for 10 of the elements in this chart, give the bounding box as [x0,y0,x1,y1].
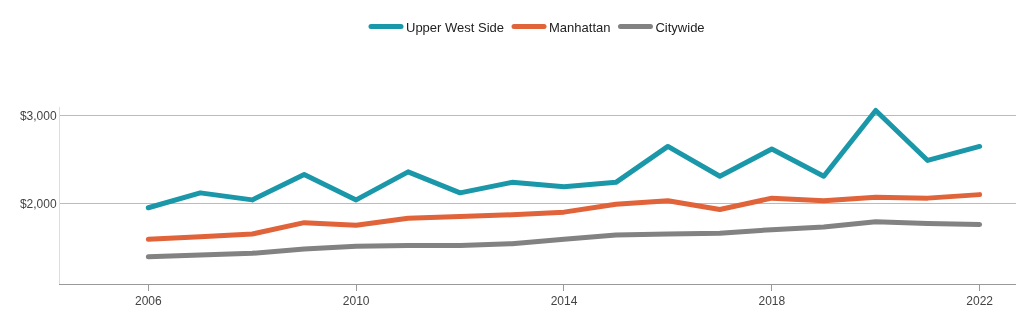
x-tick-label: 2022 [966,294,994,309]
x-tick-label: 2006 [134,294,162,309]
x-tick-label: 2018 [758,294,786,309]
legend-label: Manhattan [549,19,611,35]
x-tick-label: 2010 [342,294,370,309]
y-tick-label: $3,000 [19,108,57,123]
y-tick-label: $2,000 [19,196,57,211]
legend-label: Upper West Side [406,19,505,35]
legend-label: Citywide [655,19,705,35]
x-tick-label: 2014 [550,294,578,309]
